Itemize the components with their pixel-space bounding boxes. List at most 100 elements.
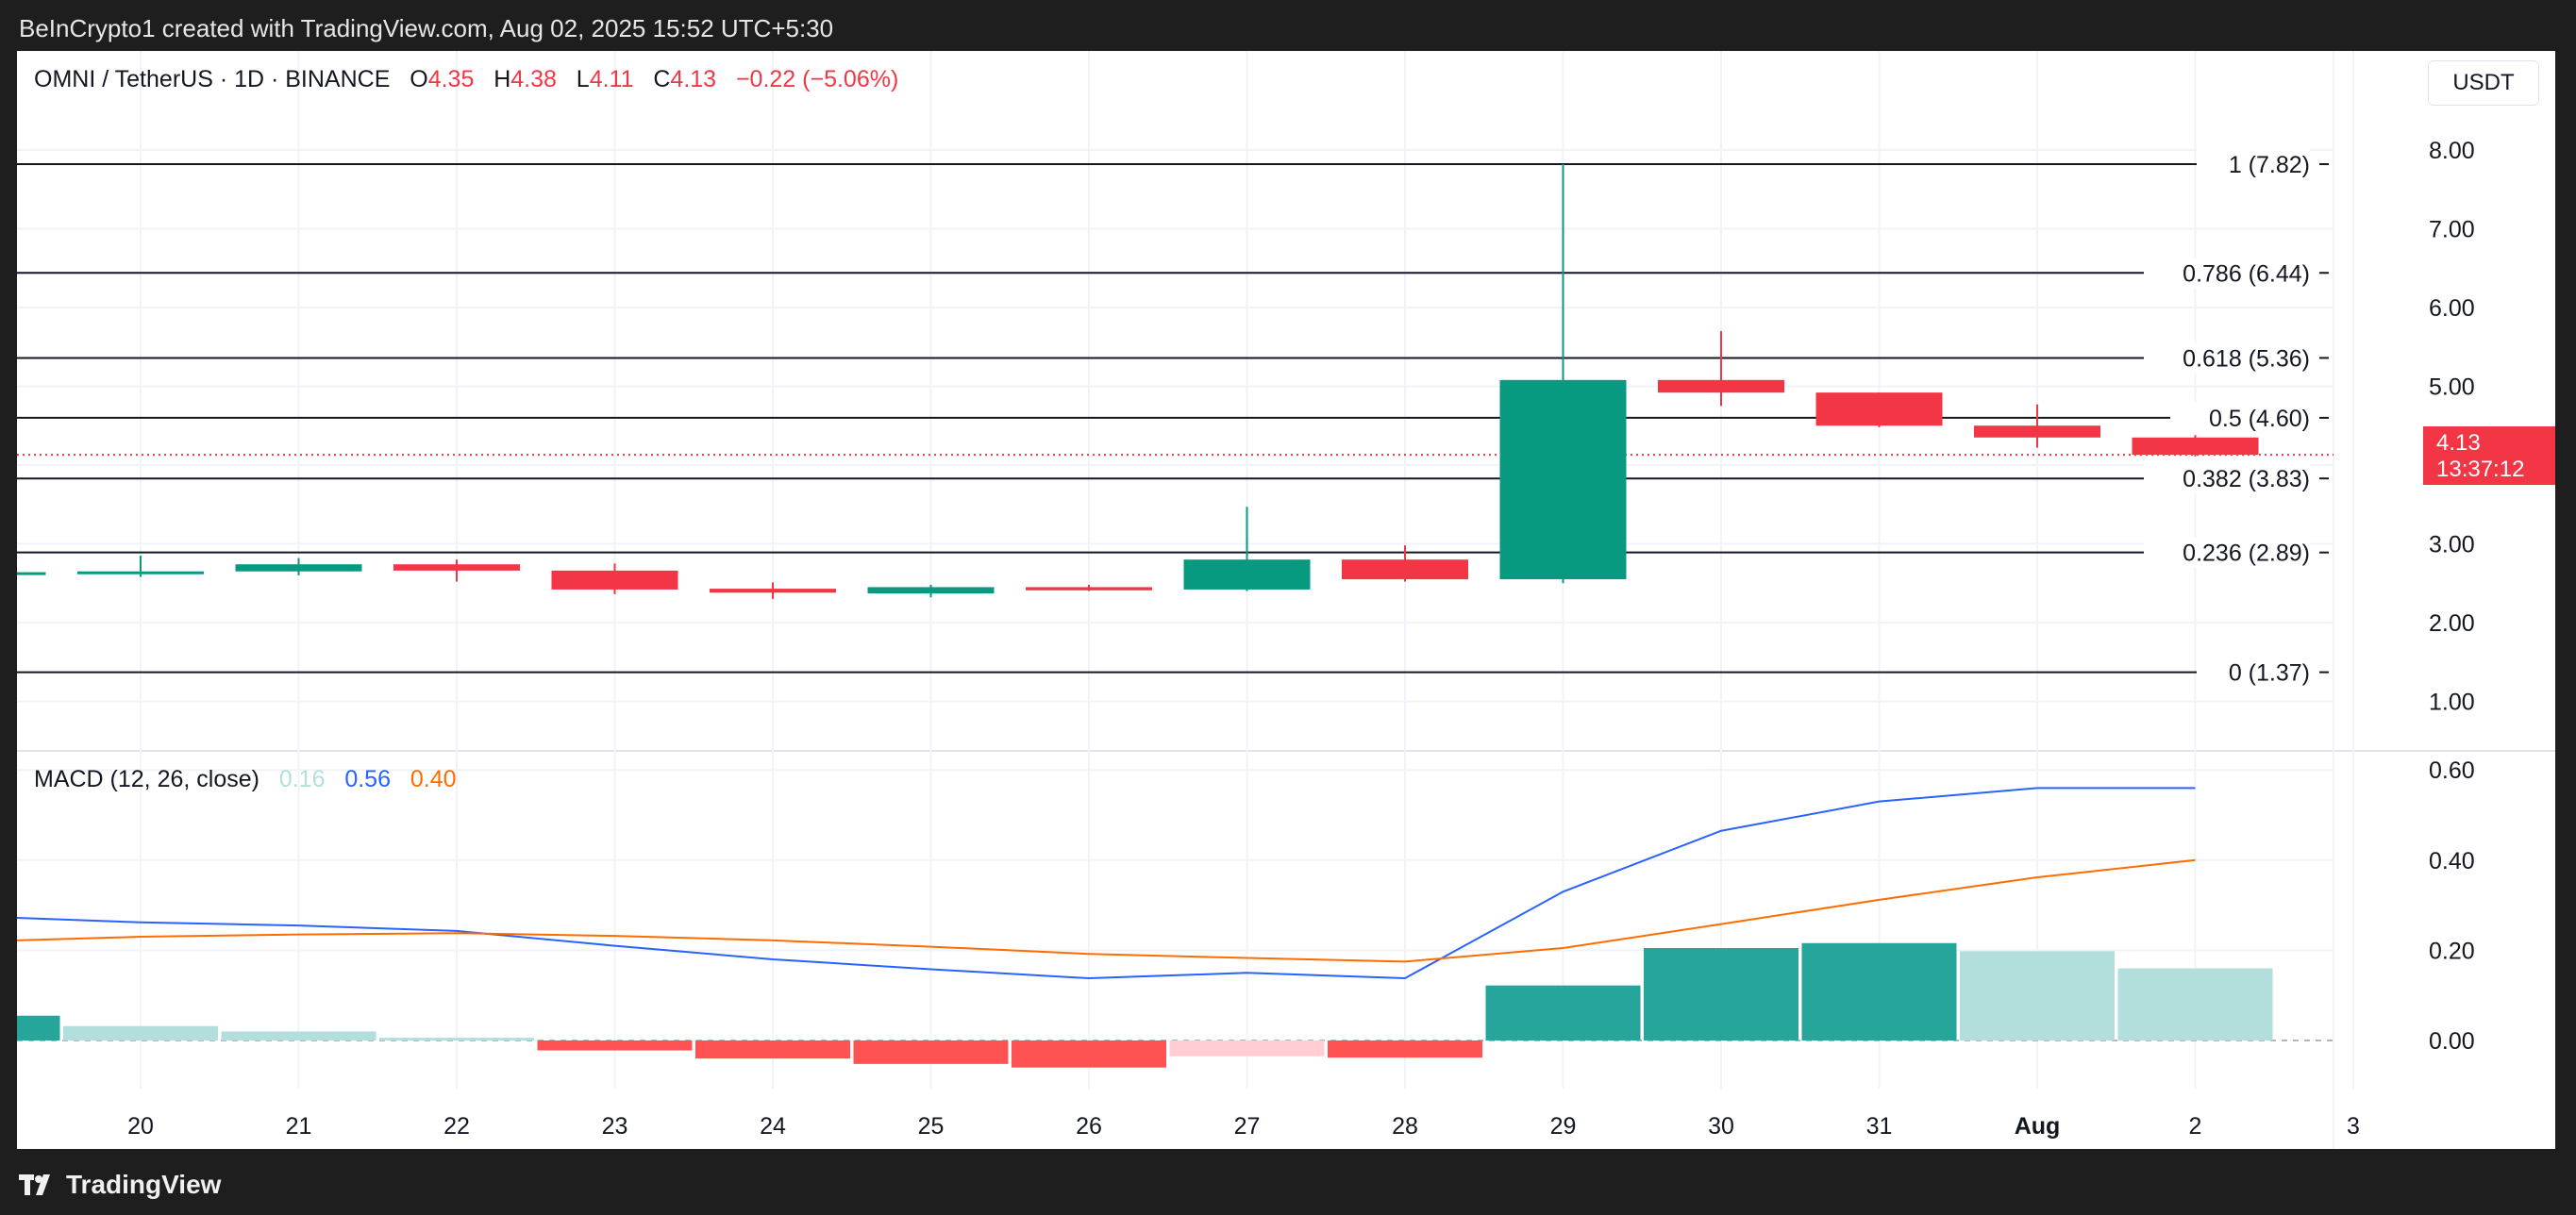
candle-body (710, 589, 836, 593)
macd-hist-bar (1801, 942, 1957, 1040)
fib-label: 0 (1.37) (2229, 660, 2310, 687)
macd-y-tick-label: 0.00 (2429, 1028, 2475, 1055)
candle-body (2132, 437, 2259, 456)
candle-body (17, 572, 46, 575)
macd-hist-bar (1644, 948, 1798, 1040)
macd-hist-bar (1012, 1040, 1166, 1068)
candle-body (235, 564, 362, 572)
fib-label: 1 (7.82) (2229, 152, 2310, 178)
macd-hist-bar (695, 1040, 850, 1059)
close-value: 4.13 (670, 66, 717, 92)
x-tick-label: 20 (127, 1113, 154, 1140)
bottom-bar: TradingView (0, 1149, 2576, 1215)
macd-hist-bar (1169, 1040, 1325, 1057)
y-tick-label: 2.00 (2429, 610, 2475, 637)
macd-hist-bar (537, 1040, 693, 1051)
macd-hist-bar (17, 1015, 60, 1040)
x-tick-label: 3 (2347, 1113, 2360, 1140)
y-tick-label: 5.00 (2429, 374, 2475, 401)
axes: 20 21 22 23 24 25 26 27 28 29 30 31 Aug 2 31.002.003.0… (127, 138, 2475, 1140)
x-tick-label: 23 (602, 1113, 628, 1140)
macd-hist-value: 0.16 (278, 766, 326, 792)
macd-y-tick-label: 0.20 (2429, 938, 2475, 964)
fib-label: 0.618 (5.36) (2183, 345, 2310, 372)
open-label: O (410, 66, 428, 92)
candle-body (551, 570, 678, 590)
bar-countdown: 13:37:12 (2436, 457, 2525, 482)
high-value: 4.38 (510, 66, 557, 92)
change-value: −0.22 (−5.06%) (735, 66, 899, 92)
fib-label: 0.382 (3.83) (2183, 466, 2310, 492)
x-tick-label: 29 (1550, 1113, 1577, 1140)
candle-body (1658, 379, 1784, 393)
candle-body (1342, 559, 1468, 580)
y-tick-label: 7.00 (2429, 217, 2475, 243)
macd-line-value: 0.56 (344, 766, 391, 792)
top-bar: BeInCrypto1 created with TradingView.com… (0, 0, 2576, 51)
macd-title: MACD (12, 26, close) (34, 766, 259, 792)
price-legend: OMNI / TetherUS · 1D · BINANCE O4.35 H4.… (34, 66, 898, 93)
y-tick-label: 1.00 (2429, 690, 2475, 716)
fib-label-bg (2197, 657, 2310, 688)
candle-body (77, 571, 204, 574)
y-tick-label: 6.00 (2429, 295, 2475, 322)
macd-hist-bar (379, 1038, 534, 1040)
y-tick-label: 8.00 (2429, 138, 2475, 164)
close-label: C (653, 66, 671, 92)
x-tick-label: 24 (760, 1113, 786, 1140)
currency-button[interactable]: USDT (2428, 60, 2539, 106)
x-tick-label: 25 (918, 1113, 945, 1140)
x-tick-label: 22 (443, 1113, 470, 1140)
fib-label-bg (2144, 537, 2310, 568)
low-value: 4.11 (589, 66, 634, 92)
macd-hist-bar (1485, 985, 1641, 1040)
candle-body (1974, 425, 2100, 438)
fib-label-bg (2144, 342, 2310, 374)
candle-body (1499, 379, 1627, 580)
symbol-label: OMNI / TetherUS · 1D · BINANCE (34, 66, 391, 92)
macd-pane (16, 769, 2333, 1068)
candle-body (393, 564, 520, 571)
candle-body (1026, 587, 1152, 591)
candles (17, 164, 2259, 599)
fib-label: 0.236 (2.89) (2183, 541, 2310, 567)
tradingview-logo-icon (19, 1174, 50, 1195)
macd-hist-bar (2117, 968, 2273, 1040)
open-value: 4.35 (427, 66, 475, 92)
x-tick-label: 31 (1866, 1113, 1893, 1140)
macd-hist-bar (63, 1025, 218, 1040)
chart-credit: BeInCrypto1 created with TradingView.com… (19, 14, 834, 42)
fib-label: 0.786 (6.44) (2183, 260, 2310, 287)
fib-label-bg (2144, 463, 2310, 494)
x-tick-label: Aug (2015, 1113, 2061, 1140)
macd-line (16, 787, 2196, 980)
signal-line (16, 858, 2196, 963)
chart-svg[interactable]: 1 (7.82) 0.786 (6.44) 0.618 (5.36) 0.5 (4.6… (16, 51, 2555, 1149)
macd-hist-bar (1960, 951, 2115, 1040)
macd-hist-bar (1328, 1040, 1482, 1058)
x-tick-label: 2 (2189, 1113, 2202, 1140)
current-price-tag: 4.13 13:37:12 (2423, 426, 2555, 485)
brand-label: TradingView (66, 1170, 222, 1199)
fib-label-bg (2197, 149, 2310, 180)
macd-signal-value: 0.40 (410, 766, 457, 792)
candle-body (1183, 559, 1311, 590)
tradingview-logo[interactable]: TradingView (19, 1170, 221, 1200)
macd-y-tick-label: 0.60 (2429, 757, 2475, 784)
macd-hist-bar (853, 1040, 1009, 1064)
macd-y-tick-label: 0.40 (2429, 848, 2475, 874)
macd-hist-bar (221, 1031, 376, 1040)
candle-body (1815, 392, 1943, 426)
high-label: H (493, 66, 511, 92)
x-tick-label: 30 (1708, 1113, 1734, 1140)
candle-body (867, 587, 995, 594)
fib-levels: 1 (7.82) 0.786 (6.44) 0.618 (5.36) 0.5 (4.6… (17, 149, 2333, 688)
x-tick-label: 28 (1392, 1113, 1418, 1140)
chart-panel[interactable]: 1 (7.82) 0.786 (6.44) 0.618 (5.36) 0.5 (4.6… (16, 51, 2555, 1149)
x-tick-label: 26 (1076, 1113, 1102, 1140)
y-tick-label: 3.00 (2429, 532, 2475, 558)
macd-legend: MACD (12, 26, close) 0.16 0.56 0.40 (34, 766, 457, 793)
fib-label-bg (2170, 402, 2310, 433)
x-tick-label: 27 (1234, 1113, 1261, 1140)
low-label: L (576, 66, 590, 92)
